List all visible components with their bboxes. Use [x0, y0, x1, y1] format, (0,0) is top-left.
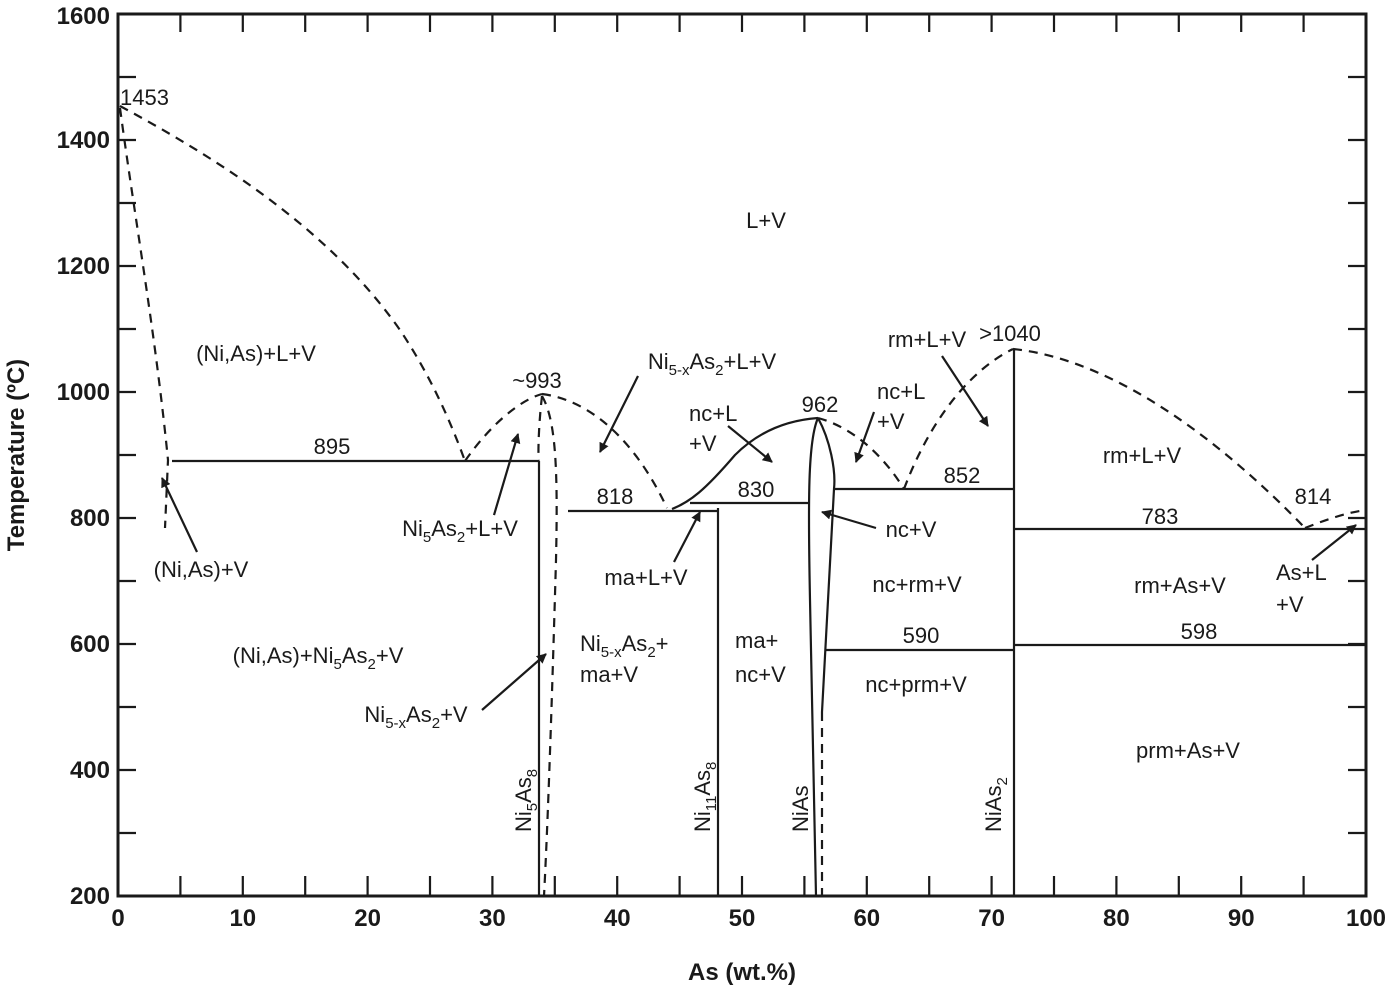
y-tick-label: 200 [70, 883, 110, 910]
x-tick-label: 90 [1228, 905, 1255, 932]
region-label-ni5xas2-l-v: Ni5-xAs2+L+V [648, 349, 777, 379]
x-tick-label: 100 [1346, 905, 1386, 932]
y-tick-label: 1200 [57, 253, 110, 280]
temp-label-962: 962 [802, 392, 839, 417]
compound-label-nias: NiAs [788, 786, 813, 832]
region-label-nc-l-v-right-line2: +V [877, 409, 905, 434]
compound-labels: Ni5As8 Ni11As8 NiAs NiAs2 [511, 762, 1011, 832]
region-label-ni5as2-l-v: Ni5As2+L+V [402, 516, 518, 546]
region-label-ma-nc-v: ma+ [735, 628, 778, 653]
region-label-as-l-v: As+L [1276, 560, 1327, 585]
temp-label-993: ~993 [512, 368, 562, 393]
x-tick-labels: 0 10 20 30 40 50 60 70 80 90 100 [111, 905, 1386, 932]
arrow-nc-lv-left [727, 425, 773, 463]
annotation-arrows [161, 355, 1357, 711]
temp-label-1040: >1040 [979, 321, 1041, 346]
liquidus-curves [118, 105, 1367, 897]
x-tick-label: 50 [729, 905, 756, 932]
solid-boundaries [172, 349, 1366, 897]
arrow-ni5xas2-lv [599, 375, 639, 453]
temp-label-590: 590 [903, 623, 940, 648]
y-tick-label: 400 [70, 757, 110, 784]
region-label-ma-nc-v-line2: nc+V [735, 662, 786, 687]
region-label-ni5xas2-v: Ni5-xAs2+V [364, 702, 468, 732]
region-label-ni-as-v: (Ni,As)+V [154, 557, 249, 582]
y-ticks [118, 75, 1366, 835]
temp-label-783: 783 [1142, 504, 1179, 529]
region-label-rm-l-v: rm+L+V [1103, 443, 1182, 468]
temperature-labels: 1453 895 ~993 818 830 962 852 >1040 783 … [120, 85, 1331, 648]
region-label-l-v: L+V [746, 208, 786, 233]
x-tick-label: 60 [853, 905, 880, 932]
x-tick-label: 20 [354, 905, 381, 932]
region-label-rm-as-v: rm+As+V [1134, 573, 1226, 598]
region-label-ni-as-ni5as2-v: (Ni,As)+Ni5As2+V [233, 643, 404, 673]
y-tick-label: 600 [70, 631, 110, 658]
arrow-rm-lv [941, 355, 989, 427]
x-tick-label: 0 [111, 905, 124, 932]
compound-label-ni5as8: Ni5As8 [511, 769, 541, 832]
compound-label-nias2: NiAs2 [981, 777, 1011, 832]
region-label-nc-v: nc+V [886, 517, 937, 542]
temp-label-1453: 1453 [120, 85, 169, 110]
temp-label-852: 852 [944, 463, 981, 488]
x-tick-label: 10 [229, 905, 256, 932]
x-axis-title: As (wt.%) [688, 959, 796, 986]
region-labels: L+V (Ni,As)+L+V (Ni,As)+V Ni5As2+L+V (Ni… [154, 208, 1327, 763]
y-axis-title: Temperature (ºC) [3, 359, 30, 551]
region-label-rm-l-v-top: rm+L+V [888, 327, 967, 352]
y-tick-labels: 200 400 600 800 1000 1200 1400 1600 [57, 3, 110, 910]
region-label-as-l-v-line2: +V [1276, 592, 1304, 617]
temp-label-598: 598 [1181, 619, 1218, 644]
region-label-nc-rm-v: nc+rm+V [872, 572, 962, 597]
arrow-nc-v [821, 509, 877, 530]
temp-label-814: 814 [1295, 484, 1332, 509]
region-label-nc-prm-v: nc+prm+V [865, 672, 967, 697]
temp-label-895: 895 [314, 434, 351, 459]
region-label-nc-l-v-left-line2: +V [689, 431, 717, 456]
region-label-ni5xas2-ma-v-line2: ma+V [580, 662, 638, 687]
y-tick-label: 800 [70, 505, 110, 532]
region-label-nc-l-v-left: nc+L [689, 401, 737, 426]
arrow-nc-lv-right [854, 411, 876, 463]
arrow-ni5xas2-v [481, 653, 547, 711]
compound-label-ni11as8: Ni11As8 [690, 762, 720, 832]
x-ticks [116, 14, 1305, 896]
arrow-ma-lv [673, 511, 701, 563]
temp-label-818: 818 [597, 484, 634, 509]
region-label-ni5xas2-ma-v: Ni5-xAs2+ [580, 631, 669, 661]
y-tick-label: 1600 [57, 3, 110, 30]
x-tick-label: 30 [479, 905, 506, 932]
x-tick-label: 80 [1103, 905, 1130, 932]
region-label-nc-l-v-right: nc+L [877, 379, 925, 404]
region-label-prm-as-v: prm+As+V [1136, 738, 1240, 763]
region-label-ni-as-l-v: (Ni,As)+L+V [196, 341, 316, 366]
y-tick-label: 1000 [57, 379, 110, 406]
temp-label-830: 830 [738, 477, 775, 502]
region-label-ma-l-v: ma+L+V [604, 565, 687, 590]
x-tick-label: 40 [604, 905, 631, 932]
x-tick-label: 70 [978, 905, 1005, 932]
arrow-as-lv [1311, 524, 1357, 561]
y-tick-label: 1400 [57, 127, 110, 154]
arrow-ni-as-v [161, 477, 198, 553]
arrow-ni5as2-lv [492, 433, 521, 516]
